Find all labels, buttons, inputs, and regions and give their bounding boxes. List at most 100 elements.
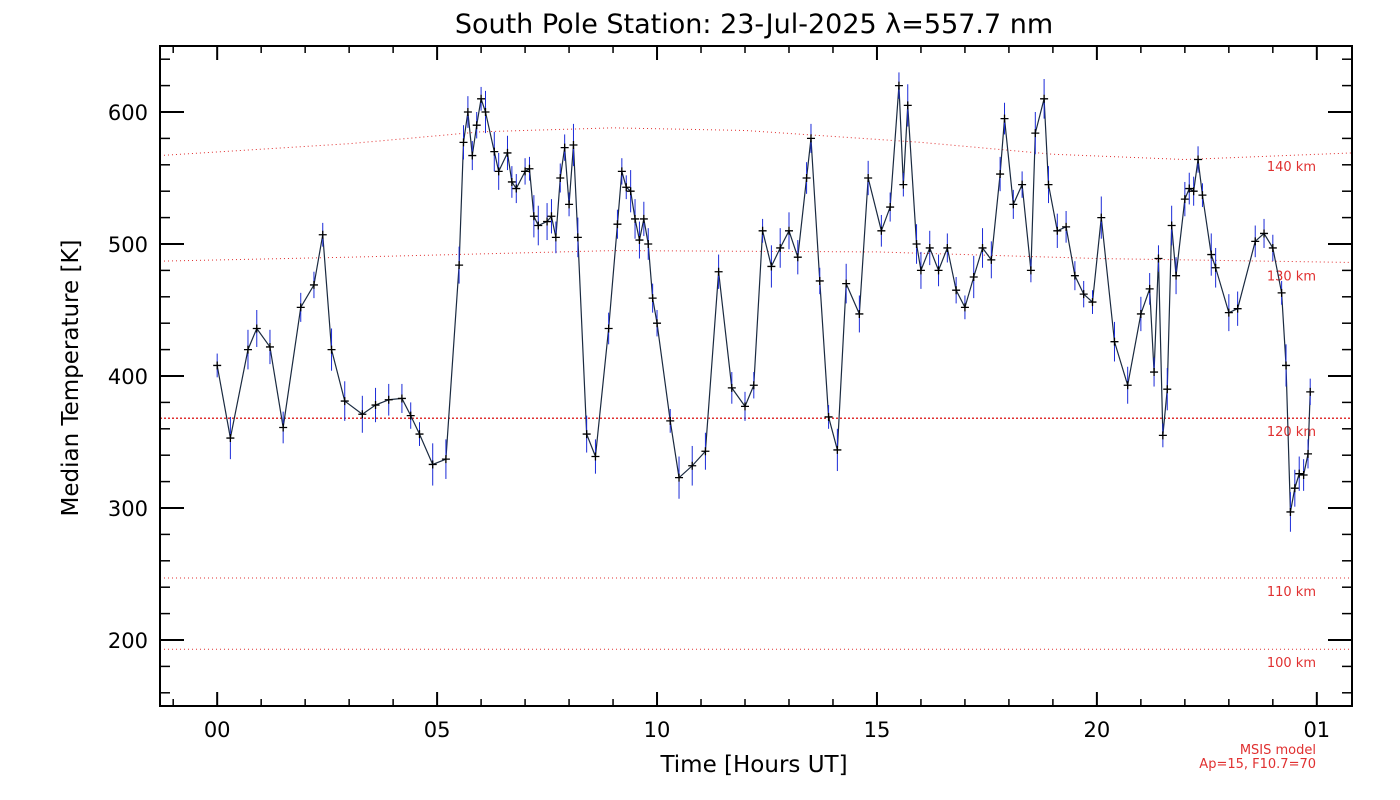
x-tick-label: 05 (424, 718, 451, 742)
data-point (1018, 180, 1027, 189)
y-axis-label: Median Temperature [K] (58, 240, 84, 517)
data-point (903, 101, 912, 110)
data-point (969, 273, 978, 281)
data-point (894, 81, 903, 90)
data-point (701, 447, 710, 456)
data-point (252, 324, 261, 333)
y-tick-label: 200 (108, 629, 148, 653)
reference-label-2: 120 km (1267, 425, 1316, 440)
data-point (648, 294, 657, 303)
data-point (1194, 155, 1203, 164)
data-point (529, 212, 538, 221)
data-point (899, 180, 908, 189)
data-point (996, 170, 1005, 179)
reference-label-3: 130 km (1267, 269, 1316, 284)
data-point (877, 226, 886, 235)
data-point (639, 214, 648, 223)
data-point (556, 174, 565, 182)
data-point (1079, 290, 1088, 299)
data-point (1062, 222, 1071, 231)
data-point (1189, 187, 1198, 196)
data-point (573, 233, 582, 242)
data-point (1040, 94, 1049, 103)
data-point (978, 243, 987, 252)
data-point (565, 200, 574, 209)
data-point (666, 416, 675, 425)
data-point (582, 430, 591, 439)
data-point (397, 394, 406, 403)
data-point (1172, 271, 1181, 280)
data-point (243, 345, 252, 354)
data-point (279, 423, 288, 432)
data-point (1295, 469, 1304, 478)
data-point (1207, 250, 1216, 259)
data-point (714, 267, 723, 276)
data-point (1286, 507, 1295, 516)
data-point (1180, 195, 1189, 204)
data-point (569, 141, 578, 149)
data-point (1251, 237, 1260, 246)
data-point (534, 221, 543, 230)
data-point (226, 434, 235, 443)
data-point (503, 148, 512, 157)
data-point (842, 279, 851, 288)
data-point (758, 226, 767, 235)
data-point (463, 108, 472, 116)
data-point (468, 151, 477, 160)
data-point (1070, 271, 1079, 280)
data-point (1233, 304, 1242, 313)
data-point (1044, 180, 1053, 189)
data-point (477, 94, 486, 103)
data-point (472, 121, 481, 130)
data-point (1031, 129, 1040, 138)
data-point (952, 286, 961, 295)
data-point (415, 430, 424, 439)
data-point (1136, 309, 1145, 318)
reference-label-4: 140 km (1267, 160, 1316, 175)
reference-label-1: 110 km (1267, 585, 1316, 600)
data-point (617, 167, 626, 176)
data-point (741, 402, 750, 411)
data-point (428, 460, 437, 469)
chart-title: South Pole Station: 23-Jul-2025 λ=557.7 … (455, 9, 1053, 40)
reference-line-4 (159, 127, 1353, 161)
data-point (507, 177, 516, 186)
data-point (613, 220, 622, 229)
data-point (934, 266, 943, 275)
data-point (371, 401, 380, 410)
data-point (912, 240, 921, 248)
data-point (1299, 471, 1308, 479)
data-point (1026, 266, 1035, 275)
data-point (1260, 229, 1269, 238)
data-point (793, 253, 802, 262)
data-point (1167, 221, 1176, 230)
data-point (802, 174, 811, 182)
data-point (960, 303, 969, 312)
data-point (521, 167, 530, 176)
data-point (833, 445, 842, 454)
data-point (547, 212, 556, 221)
data-point (635, 236, 644, 245)
data-point (776, 243, 785, 252)
data-point (925, 243, 934, 252)
data-point (1088, 298, 1097, 307)
y-tick-label: 500 (108, 233, 148, 257)
y-tick-label: 400 (108, 365, 148, 389)
data-point (525, 164, 534, 173)
data-point (1163, 385, 1172, 394)
data-point (1053, 226, 1062, 235)
series-line (216, 85, 1311, 513)
x-axis-label: Time [Hours UT] (659, 752, 847, 778)
data-point (604, 324, 613, 333)
data-point (1097, 213, 1106, 222)
model-params-note: Ap=15, F10.7=70 (1199, 757, 1316, 772)
data-point (560, 143, 569, 152)
y-tick-label: 300 (108, 497, 148, 521)
data-point (749, 381, 758, 390)
data-point (943, 243, 952, 252)
x-tick-label: 00 (204, 718, 231, 742)
data-point (1224, 308, 1233, 317)
temperature-series (213, 72, 1315, 532)
data-point (1277, 288, 1286, 297)
